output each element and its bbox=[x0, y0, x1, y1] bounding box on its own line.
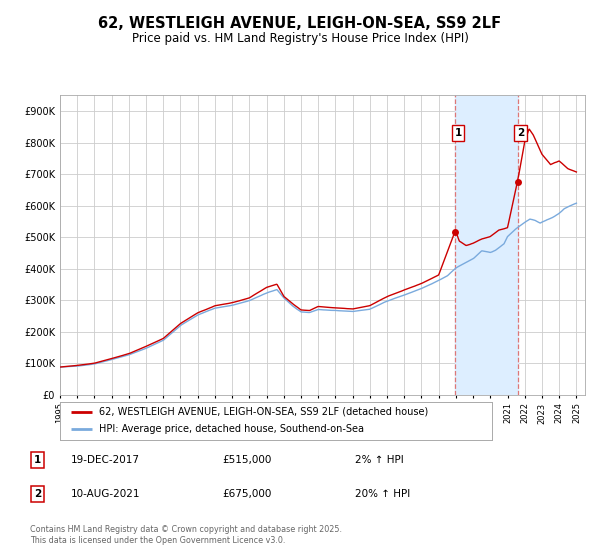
Text: Contains HM Land Registry data © Crown copyright and database right 2025.
This d: Contains HM Land Registry data © Crown c… bbox=[30, 525, 342, 545]
Text: 1: 1 bbox=[454, 128, 461, 138]
Text: 2: 2 bbox=[34, 489, 41, 499]
Text: 10-AUG-2021: 10-AUG-2021 bbox=[71, 489, 140, 499]
Text: 62, WESTLEIGH AVENUE, LEIGH-ON-SEA, SS9 2LF (detached house): 62, WESTLEIGH AVENUE, LEIGH-ON-SEA, SS9 … bbox=[99, 407, 428, 417]
Bar bbox=[455, 95, 518, 395]
Text: Price paid vs. HM Land Registry's House Price Index (HPI): Price paid vs. HM Land Registry's House … bbox=[131, 32, 469, 45]
Text: 2% ↑ HPI: 2% ↑ HPI bbox=[355, 455, 404, 465]
Text: 62, WESTLEIGH AVENUE, LEIGH-ON-SEA, SS9 2LF: 62, WESTLEIGH AVENUE, LEIGH-ON-SEA, SS9 … bbox=[98, 16, 502, 31]
Text: HPI: Average price, detached house, Southend-on-Sea: HPI: Average price, detached house, Sout… bbox=[99, 424, 364, 435]
Text: £515,000: £515,000 bbox=[223, 455, 272, 465]
Text: 1: 1 bbox=[34, 455, 41, 465]
Text: 19-DEC-2017: 19-DEC-2017 bbox=[71, 455, 140, 465]
Text: £675,000: £675,000 bbox=[223, 489, 272, 499]
Text: 20% ↑ HPI: 20% ↑ HPI bbox=[355, 489, 410, 499]
Text: 2: 2 bbox=[517, 128, 524, 138]
